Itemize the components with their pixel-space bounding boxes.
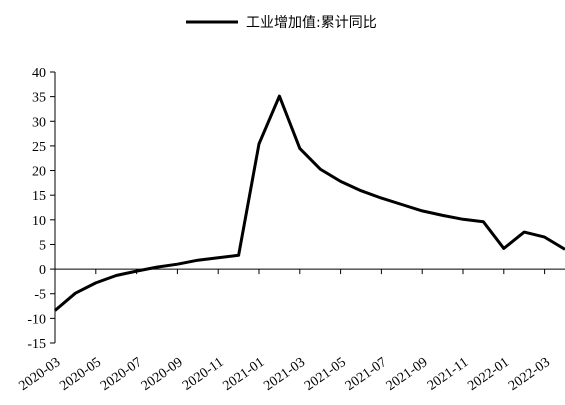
legend-label: 工业增加值:累计同比 — [246, 15, 377, 31]
series-line — [54, 94, 565, 312]
x-tick-label: 2020-05 — [57, 355, 104, 394]
x-tick-label: 2021-11 — [425, 355, 471, 394]
axes — [54, 72, 565, 343]
y-tick-label: -5 — [34, 288, 46, 303]
x-tick-label: 2020-09 — [139, 355, 186, 394]
y-tick-label: -10 — [27, 312, 46, 327]
x-tick-label: 2021-05 — [302, 355, 349, 394]
y-tick-label: 0 — [39, 263, 46, 278]
y-tick-label: 30 — [32, 115, 46, 130]
x-tick-label: 2021-03 — [261, 355, 308, 394]
y-tick-label: 20 — [32, 165, 46, 180]
x-tick-label: 2021-07 — [343, 355, 390, 394]
y-tick-label: 10 — [32, 214, 46, 229]
x-tick-label: 2021-09 — [384, 355, 431, 394]
y-axis-ticks: -15 -10 -5 0 5 10 15 20 25 30 35 40 — [27, 66, 55, 352]
x-tick-label: 2020-03 — [16, 355, 63, 394]
x-tick-label: 2020-11 — [180, 355, 226, 394]
x-tick-label: 2020-07 — [98, 355, 145, 394]
series-layer — [54, 94, 565, 312]
y-tick-label: 5 — [39, 238, 46, 253]
x-axis-ticks: 2020-032020-052020-072020-092020-112021-… — [16, 269, 553, 394]
x-tick-label: 2022-01 — [465, 355, 512, 394]
x-tick-label: 2021-01 — [220, 355, 267, 394]
y-tick-label: 15 — [32, 189, 46, 204]
x-tick-label: 2022-03 — [506, 355, 553, 394]
legend: 工业增加值:累计同比 — [186, 15, 377, 31]
y-tick-label: 35 — [32, 91, 46, 106]
y-tick-label: 40 — [32, 66, 46, 81]
y-tick-label: 25 — [32, 140, 46, 155]
y-tick-label: -15 — [27, 337, 46, 352]
